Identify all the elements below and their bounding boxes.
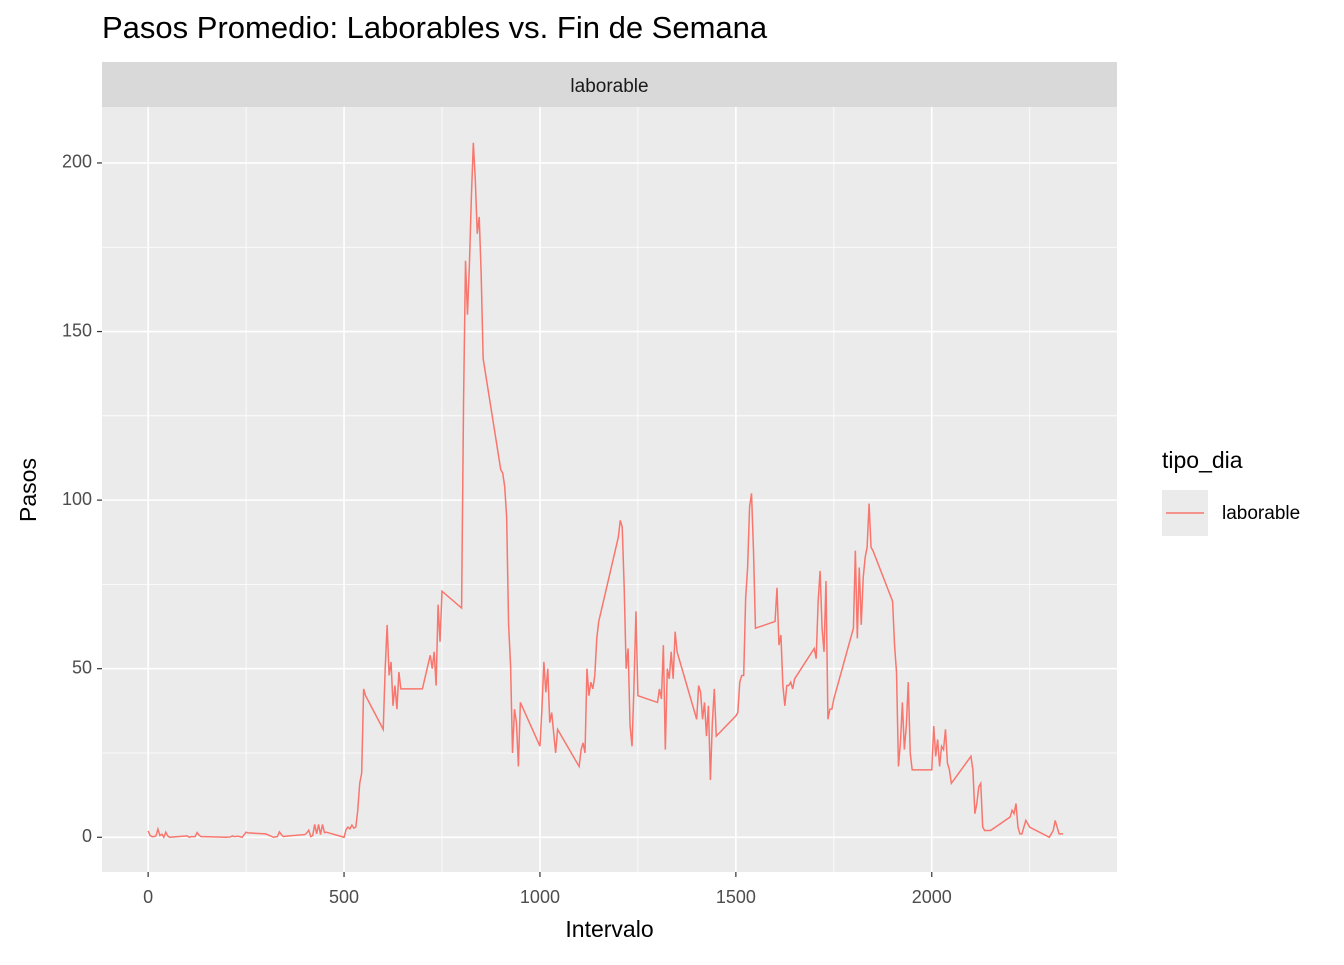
chart-title: Pasos Promedio: Laborables vs. Fin de Se… (102, 10, 768, 45)
x-axis-title: Intervalo (565, 916, 653, 942)
y-tick-label: 0 (82, 826, 92, 846)
y-tick-label: 150 (62, 320, 92, 340)
y-axis-title: Pasos (15, 458, 41, 522)
legend-title: tipo_dia (1162, 447, 1243, 473)
x-tick-label: 2000 (912, 887, 952, 907)
x-tick-label: 1000 (520, 887, 560, 907)
plot-panel (102, 107, 1117, 872)
x-tick-label: 500 (329, 887, 359, 907)
facet-label: laborable (570, 76, 648, 97)
x-tick-label: 0 (143, 887, 153, 907)
y-tick-label: 100 (62, 489, 92, 509)
facet-strip (102, 62, 1117, 107)
y-tick-label: 50 (72, 657, 92, 677)
data-line (147, 142, 1064, 839)
y-tick-label: 200 (62, 152, 92, 172)
legend-label: laborable (1222, 503, 1300, 524)
x-tick-label: 1500 (716, 887, 756, 907)
